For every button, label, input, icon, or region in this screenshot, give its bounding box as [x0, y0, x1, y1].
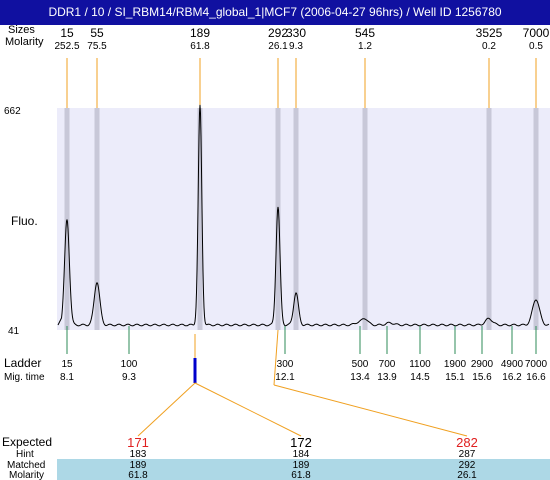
peak-molarity-label: 75.5: [87, 41, 107, 52]
peak-molarity-label: 0.5: [529, 41, 543, 52]
matched-value: 189: [130, 460, 147, 471]
y-min-tick: 41: [8, 326, 20, 337]
peak-molarity-label: 61.8: [190, 41, 210, 52]
ladder-markers: 15 8.1 100 9.3 300 12.1 500 13.4 700 13.9 1100 14.5…: [60, 326, 548, 383]
matched-molarity-value: 61.8: [291, 470, 311, 480]
peak-size-label: 189: [190, 26, 210, 40]
peak-band: [64, 108, 70, 330]
expected-connector: [194, 382, 302, 437]
ladder-mig-time-label: 9.3: [122, 372, 136, 383]
matched-molarity-value: 26.1: [457, 470, 477, 480]
ladder-mig-time-label: 16.2: [502, 372, 522, 383]
y-max-tick: 662: [4, 106, 21, 117]
chart-title: DDR1 / 10 / SI_RBM14/RBM4_global_1|MCF7 …: [0, 0, 550, 25]
expected-size-label: 172: [290, 435, 312, 450]
ladder-size-label: 7000: [525, 359, 548, 370]
peak-size-label: 330: [286, 26, 306, 40]
ladder-mig-time-label: 8.1: [60, 372, 74, 383]
ladder-label: Ladder: [4, 356, 41, 370]
peak-band: [533, 108, 539, 330]
ladder-size-label: 15: [61, 359, 73, 370]
ladder-size-label: 100: [121, 359, 138, 370]
peak-band: [293, 108, 299, 330]
peak-size-label: 15: [60, 26, 74, 40]
ladder-mig-time-label: 16.6: [526, 372, 546, 383]
peak-molarity-label: 9.3: [289, 41, 303, 52]
peak-size-label: 292: [268, 26, 288, 40]
peak-size-label: 55: [90, 26, 104, 40]
hint-value: 183: [130, 449, 147, 460]
ladder-size-label: 500: [352, 359, 369, 370]
peak-connectors: [66, 58, 537, 108]
ladder-mig-time-label: 13.4: [350, 372, 370, 383]
peak-size-label: 7000: [523, 26, 550, 40]
expected-size-label: 282: [456, 435, 478, 450]
molarity-bottom-label: Molarity: [9, 470, 44, 480]
ladder-mig-time-label: 12.1: [275, 372, 295, 383]
table-row-highlight: [57, 470, 550, 480]
peak-molarity-label: 0.2: [482, 41, 496, 52]
ladder-mig-time-label: 13.9: [377, 372, 397, 383]
fluorescence-trace: [57, 104, 550, 327]
expected-connector: [273, 329, 279, 386]
peak-molarity-label: 252.5: [54, 41, 79, 52]
ladder-size-label: 300: [277, 359, 294, 370]
ladder-mig-time-label: 15.1: [445, 372, 465, 383]
fluo-label: Fluo.: [11, 214, 38, 228]
molarity-label: Molarity: [5, 36, 44, 48]
expected-connector: [273, 384, 468, 437]
ladder-size-label: 4900: [501, 359, 524, 370]
ladder-size-label: 1900: [444, 359, 467, 370]
peak-band: [94, 108, 100, 330]
matched-value: 189: [293, 460, 310, 471]
table-row-highlight: [57, 459, 550, 470]
hint-label: Hint: [16, 449, 34, 460]
peak-band: [275, 108, 281, 330]
sizes-label: Sizes: [8, 24, 35, 36]
matched-value: 292: [459, 460, 476, 471]
peak-bands: [64, 108, 539, 330]
ladder-size-label: 2900: [471, 359, 494, 370]
hint-value: 287: [459, 449, 476, 460]
hint-value: 184: [293, 449, 310, 460]
ladder-size-label: 1100: [409, 359, 431, 370]
plot-area: [57, 108, 550, 330]
peak-molarity-label: 1.2: [358, 41, 372, 52]
ladder-mig-time-label: 15.6: [472, 372, 492, 383]
expected-connector: [137, 382, 196, 437]
peak-size-label: 3525: [476, 26, 503, 40]
peak-band: [362, 108, 368, 330]
expected-label: Expected: [2, 435, 52, 449]
peak-band: [486, 108, 492, 330]
matched-molarity-value: 61.8: [128, 470, 148, 480]
peak-band: [197, 108, 203, 330]
ladder-mig-time-label: 14.5: [410, 372, 430, 383]
matched-label: Matched: [7, 460, 45, 471]
peak-size-label: 545: [355, 26, 375, 40]
peak-molarity-label: 26.1: [268, 41, 288, 52]
expected-size-label: 171: [127, 435, 149, 450]
mig-time-label: Mig. time: [4, 372, 45, 383]
ladder-size-label: 700: [379, 359, 396, 370]
